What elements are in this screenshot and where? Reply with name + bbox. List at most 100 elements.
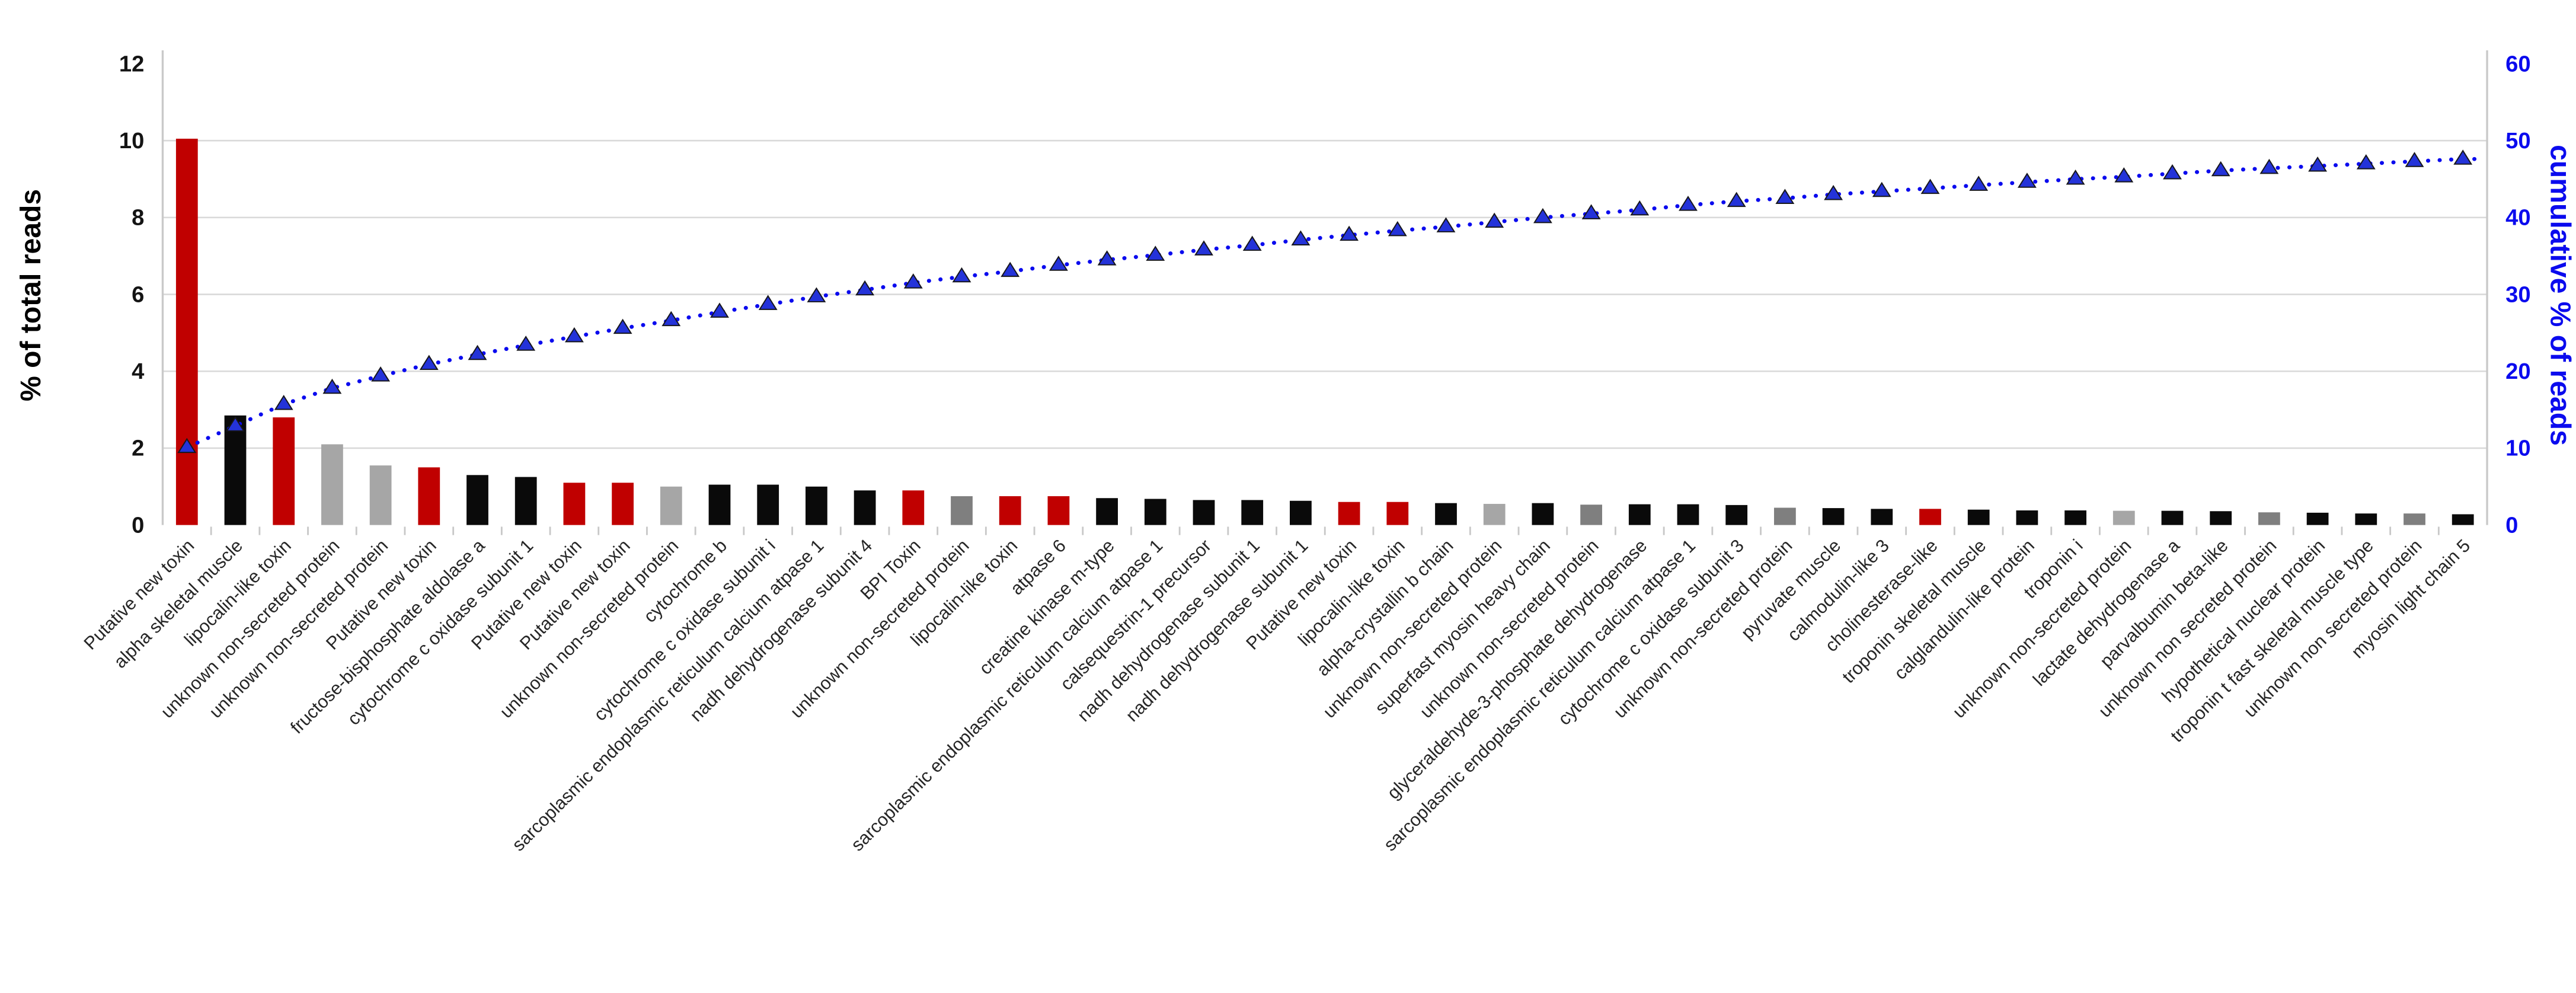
bar xyxy=(2112,510,2135,525)
cumulative-marker-triangle-icon xyxy=(274,394,293,410)
bar xyxy=(757,484,779,525)
bar xyxy=(1967,509,1990,525)
cumulative-marker-triangle-icon xyxy=(613,318,632,334)
cumulative-marker-triangle-icon xyxy=(1727,191,1746,207)
cumulative-marker-triangle-icon xyxy=(2453,149,2473,165)
cumulative-marker-triangle-icon xyxy=(371,366,391,382)
bar xyxy=(563,483,586,525)
cumulative-marker-triangle-icon xyxy=(1291,230,1311,245)
cumulative-marker-triangle-icon xyxy=(1630,200,1650,216)
cumulative-marker-triangle-icon xyxy=(177,438,197,454)
bar xyxy=(999,496,1021,525)
bar xyxy=(1774,507,1796,525)
cumulative-marker-triangle-icon xyxy=(2405,152,2424,167)
bar xyxy=(708,484,731,525)
bar xyxy=(1871,509,1893,525)
cumulative-marker-triangle-icon xyxy=(2356,154,2376,170)
y-axis-right-tick-label: 60 xyxy=(2505,51,2530,76)
cumulative-marker-triangle-icon xyxy=(758,295,778,310)
x-axis-category-label: unknown non secreted protein xyxy=(2240,535,2425,721)
cumulative-marker-triangle-icon xyxy=(952,267,971,283)
bar xyxy=(1483,503,1506,525)
bar xyxy=(612,483,634,525)
axis-lines xyxy=(161,50,2488,535)
cumulative-marker-triangle-icon xyxy=(1824,184,1843,200)
y-axis-left-tick-label: 6 xyxy=(132,282,144,307)
cumulative-marker-triangle-icon xyxy=(1485,212,1504,228)
cumulative-marker-triangle-icon xyxy=(855,280,875,296)
cumulative-marker-triangle-icon xyxy=(1533,207,1552,223)
bar xyxy=(1919,509,1941,525)
cumulative-marker-triangle-icon xyxy=(1679,196,1698,211)
cumulative-marker-triangle-icon xyxy=(1340,225,1359,241)
bar xyxy=(466,475,488,525)
cumulative-marker-triangle-icon xyxy=(1872,181,1891,197)
cumulative-marker-triangle-icon xyxy=(1146,245,1165,261)
gridlines xyxy=(162,139,2488,449)
cumulative-marker-triangle-icon xyxy=(2211,161,2230,177)
y-axis-right-tick-label: 0 xyxy=(2505,512,2518,538)
cumulative-marker-triangle-icon xyxy=(1581,204,1601,219)
cumulative-marker-triangle-icon xyxy=(468,344,487,360)
cumulative-marker-triangle-icon xyxy=(2066,170,2085,185)
cumulative-marker-triangle-icon xyxy=(1242,235,1262,251)
cumulative-marker-triangle-icon xyxy=(322,378,342,394)
bar xyxy=(1241,500,1264,525)
bar xyxy=(1580,505,1602,525)
y-axis-right-tick-label: 10 xyxy=(2505,436,2530,461)
y-axis-left-ticks: 0 2 4 6 8 10 12 xyxy=(119,51,145,538)
cumulative-marker-triangle-icon xyxy=(226,416,245,432)
cumulative-line xyxy=(184,157,2481,450)
bar xyxy=(224,415,247,525)
bar xyxy=(1435,503,1457,525)
bar xyxy=(1096,498,1118,525)
bar xyxy=(1628,504,1651,525)
bar xyxy=(514,477,537,525)
bar xyxy=(854,490,876,525)
y-axis-left-tick-label: 8 xyxy=(132,205,144,231)
cumulative-marker-triangle-icon xyxy=(1194,240,1213,256)
bar xyxy=(1047,496,1070,525)
bar xyxy=(902,490,925,525)
left-axis-title: % of total reads xyxy=(15,189,47,401)
y-axis-right-tick-label: 30 xyxy=(2505,282,2530,307)
bar xyxy=(1290,500,1312,525)
bar xyxy=(2161,510,2184,525)
bar xyxy=(1822,508,1845,525)
y-axis-left-tick-label: 10 xyxy=(119,128,144,154)
bar xyxy=(2210,511,2232,525)
bars xyxy=(175,138,2474,525)
cumulative-marker-triangle-icon xyxy=(2017,173,2037,188)
bar xyxy=(1193,500,1215,525)
cumulative-marker-triangle-icon xyxy=(1920,178,1940,194)
bar xyxy=(1338,502,1360,525)
cumulative-marker-triangle-icon xyxy=(1436,217,1456,232)
y-axis-right-tick-label: 50 xyxy=(2505,128,2530,154)
bar xyxy=(175,138,198,525)
bar xyxy=(418,467,440,525)
cumulative-marker-triangle-icon xyxy=(2114,167,2134,183)
bar xyxy=(2064,510,2086,525)
bar xyxy=(806,486,827,525)
bar xyxy=(951,496,973,525)
bar xyxy=(1144,499,1166,525)
bar xyxy=(1532,503,1554,525)
cumulative-marker-triangle-icon xyxy=(564,327,584,343)
cumulative-line-group xyxy=(177,149,2481,454)
cumulative-marker-triangle-icon xyxy=(1001,261,1020,277)
cumulative-marker-triangle-icon xyxy=(710,302,729,318)
bar xyxy=(2306,512,2329,525)
y-axis-right-tick-label: 20 xyxy=(2505,359,2530,384)
bar xyxy=(2404,513,2425,525)
bar xyxy=(660,486,682,525)
cumulative-marker-triangle-icon xyxy=(2259,158,2279,174)
cumulative-marker-triangle-icon xyxy=(1388,221,1407,237)
cumulative-marker-triangle-icon xyxy=(1969,175,1989,191)
y-axis-left-tick-label: 0 xyxy=(132,512,144,538)
cumulative-marker-triangle-icon xyxy=(2163,164,2182,180)
y-axis-right-ticks: 0 10 20 30 40 50 60 xyxy=(2505,51,2530,538)
bar xyxy=(1386,502,1409,525)
